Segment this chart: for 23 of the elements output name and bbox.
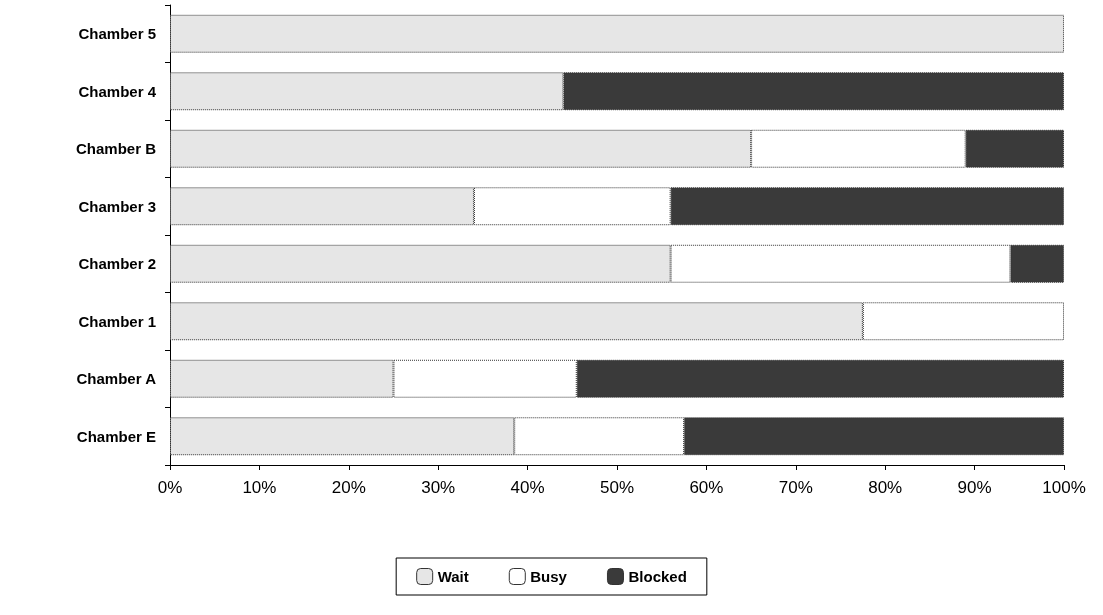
y-tick-label: Chamber 2 — [78, 255, 156, 273]
x-tick-label: 100% — [1042, 478, 1086, 497]
y-tick-label: Chamber 3 — [78, 197, 156, 215]
y-tick-label: Chamber E — [76, 427, 156, 445]
y-tick-label: Chamber 1 — [78, 312, 156, 330]
bar — [170, 14, 1064, 53]
y-tick-label: Chamber B — [75, 140, 157, 158]
x-tick-label: 90% — [957, 478, 992, 497]
y-tick-label: Chamber 4 — [78, 82, 157, 100]
x-tick-label: 70% — [778, 478, 813, 497]
x-tick-label: 0% — [157, 478, 183, 497]
x-tick-label: 10% — [242, 478, 277, 497]
x-tick-label: 20% — [331, 478, 366, 497]
x-tick-label: 80% — [868, 478, 903, 497]
x-tick-label: 60% — [689, 478, 724, 497]
legend-label: Busy — [530, 568, 568, 585]
legend-label: Wait — [437, 568, 469, 585]
x-tick-label: 30% — [421, 478, 456, 497]
y-tick-label: Chamber A — [76, 370, 157, 388]
legend-label: Blocked — [628, 568, 687, 585]
x-tick-label: 40% — [510, 478, 545, 497]
y-tick-label: Chamber 5 — [78, 25, 156, 43]
x-tick-label: 50% — [599, 478, 635, 497]
